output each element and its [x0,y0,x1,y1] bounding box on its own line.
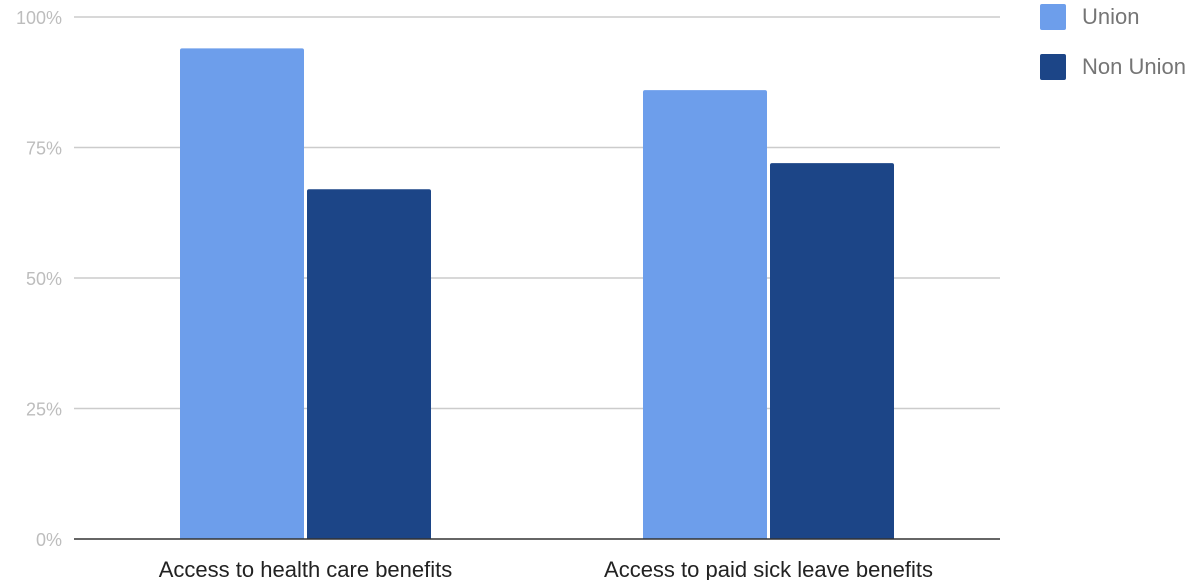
legend-label-union: Union [1082,4,1140,29]
y-axis-tick-labels: 0% 25% 50% 75% 100% [16,8,62,550]
bar-union-2 [643,90,767,539]
y-tick-label-100: 100% [16,8,62,28]
x-category-label-1: Access to health care benefits [159,557,453,580]
bar-union-1 [180,48,304,539]
bar-non-union-2 [770,163,894,539]
x-category-label-2: Access to paid sick leave benefits [604,557,933,580]
legend-item-non-union: Non Union [1040,54,1186,80]
y-tick-label-75: 75% [26,139,62,159]
legend-swatch-union [1040,4,1066,30]
y-tick-label-50: 50% [26,269,62,289]
legend-label-non-union: Non Union [1082,54,1186,79]
y-tick-label-25: 25% [26,400,62,420]
x-axis-category-labels: Access to health care benefits Access to … [159,557,933,580]
legend: Union Non Union [1040,4,1186,104]
legend-item-union: Union [1040,4,1186,30]
y-tick-label-0: 0% [36,530,62,550]
legend-swatch-non-union [1040,54,1066,80]
bars [180,48,894,539]
bar-non-union-1 [307,189,431,539]
